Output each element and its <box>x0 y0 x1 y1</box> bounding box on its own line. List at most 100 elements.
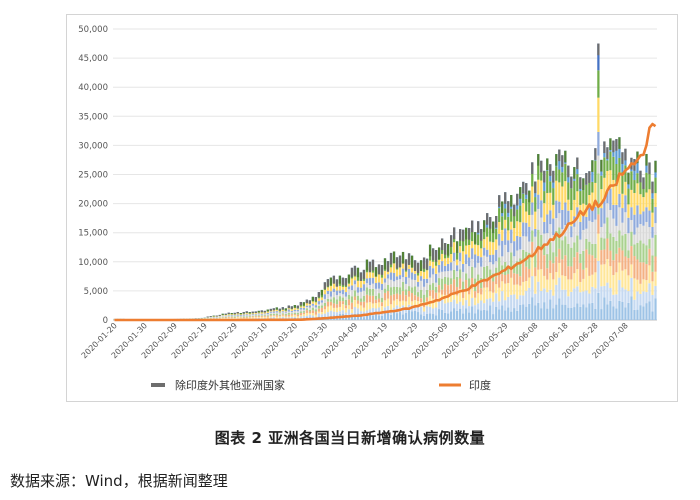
bar-segment <box>504 244 507 262</box>
bar-segment <box>549 260 552 274</box>
bar-segment <box>302 304 305 307</box>
bar-segment <box>570 226 573 238</box>
bar-segment <box>362 290 366 296</box>
bar-segment <box>218 316 221 318</box>
bar-cap <box>528 190 531 203</box>
bar-segment <box>618 262 621 281</box>
bar-segment <box>380 283 384 290</box>
bar-segment <box>389 267 393 273</box>
bar-segment <box>329 301 333 306</box>
bar-cap <box>519 187 522 199</box>
bar-segment <box>651 271 654 282</box>
bar-cap <box>287 305 290 309</box>
bar-segment <box>386 274 390 279</box>
bar-segment <box>323 309 327 314</box>
bar-segment <box>516 261 519 274</box>
bar-segment <box>371 307 375 316</box>
bar-segment <box>585 216 588 229</box>
bar-segment <box>449 311 453 320</box>
bar-segment <box>284 314 287 316</box>
bar-segment <box>428 260 432 266</box>
bar-segment <box>471 306 474 320</box>
bar-segment <box>498 272 501 288</box>
bar-cap <box>431 248 435 260</box>
bar-segment <box>368 288 372 296</box>
bar-cap <box>302 302 305 306</box>
bar-segment <box>651 237 654 256</box>
bar-segment <box>612 204 615 219</box>
bar-segment <box>281 311 284 313</box>
bar-cap <box>377 264 381 275</box>
bar-segment <box>639 262 642 284</box>
bar-segment <box>495 284 498 294</box>
bar-segment <box>624 212 627 234</box>
bar-cap <box>603 141 606 154</box>
bar-segment <box>552 279 555 296</box>
bar-segment <box>618 247 621 263</box>
bar-segment <box>546 292 549 309</box>
bar-segment <box>603 297 606 320</box>
bar-cap <box>609 138 612 150</box>
bar-segment <box>645 245 648 265</box>
bar-segment <box>368 313 372 320</box>
bar-segment <box>362 280 366 285</box>
bar-segment <box>293 312 296 315</box>
bar-segment <box>561 209 564 230</box>
bar-segment <box>510 311 513 320</box>
bar-cap <box>531 162 534 174</box>
bar-cap <box>437 247 441 260</box>
bar-segment <box>594 258 597 273</box>
bar-segment <box>257 316 260 318</box>
bar-segment <box>510 229 513 244</box>
bar-segment <box>567 279 570 297</box>
bar-segment <box>621 287 624 302</box>
bar-segment <box>263 316 266 317</box>
bar-cap <box>365 259 369 271</box>
bar-segment <box>356 274 360 281</box>
bar-segment <box>239 316 242 318</box>
bar-segment <box>380 297 384 303</box>
bar-segment <box>389 279 393 288</box>
legend-label-india: 印度 <box>469 378 491 392</box>
bar-segment <box>398 301 402 308</box>
bar-segment <box>230 316 233 318</box>
bar-segment <box>236 314 239 316</box>
bar-segment <box>299 307 302 310</box>
bar-segment <box>272 311 275 313</box>
bar-segment <box>314 309 317 312</box>
bar-segment <box>275 309 278 312</box>
bar-segment <box>278 310 281 312</box>
bar-segment <box>618 207 621 231</box>
bar-segment <box>314 300 317 303</box>
bar-segment <box>386 298 390 307</box>
bar-segment <box>558 298 561 320</box>
bar-segment <box>434 292 438 300</box>
bar-segment <box>471 288 474 299</box>
bar-segment <box>534 211 537 229</box>
bar-cap <box>419 260 423 271</box>
bar-segment <box>507 296 510 308</box>
bar-segment <box>320 305 324 308</box>
bar-segment <box>245 317 248 319</box>
bar-cap <box>645 153 648 166</box>
bar-segment <box>555 200 558 219</box>
bar-segment <box>302 311 305 313</box>
bar-segment <box>525 198 528 212</box>
bar-segment <box>287 314 290 317</box>
bar-segment <box>576 252 579 270</box>
bar-segment <box>323 290 327 295</box>
bar-segment <box>621 222 624 236</box>
bar-cap <box>257 310 260 313</box>
bar-segment <box>570 210 573 227</box>
bar-cap <box>636 151 639 164</box>
bar-segment <box>299 316 302 319</box>
bar-segment <box>540 170 543 181</box>
bar-cap <box>615 139 618 151</box>
bar-cap <box>392 251 396 264</box>
bar-segment <box>311 310 314 314</box>
bar-segment <box>428 265 432 278</box>
bar-segment <box>549 192 552 211</box>
bar-segment <box>567 223 570 244</box>
bar-cap <box>275 307 278 310</box>
bar-segment <box>278 316 281 318</box>
